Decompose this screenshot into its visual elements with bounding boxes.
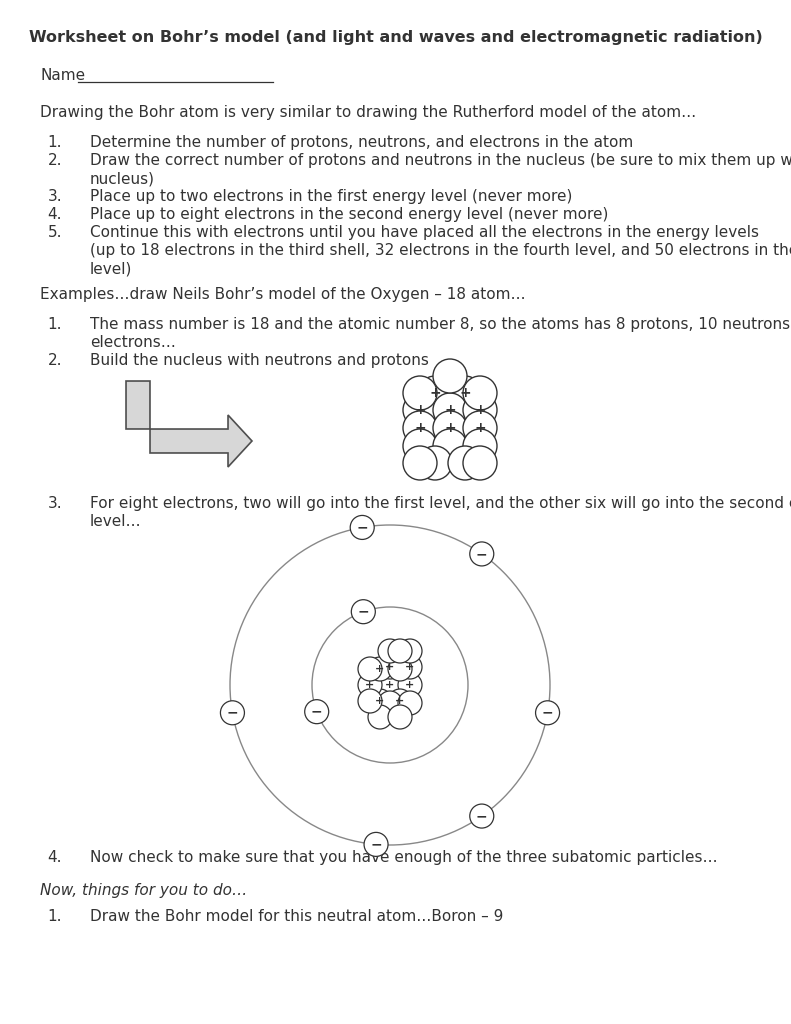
- Text: level): level): [90, 261, 132, 276]
- Circle shape: [350, 515, 374, 540]
- Circle shape: [433, 359, 467, 393]
- Circle shape: [398, 639, 422, 663]
- Circle shape: [398, 673, 422, 697]
- Circle shape: [368, 657, 392, 681]
- Text: +: +: [445, 403, 456, 417]
- Circle shape: [368, 689, 392, 713]
- Circle shape: [364, 833, 388, 856]
- Text: level…: level…: [90, 514, 142, 529]
- Circle shape: [351, 600, 375, 624]
- Circle shape: [463, 393, 497, 427]
- Text: +: +: [405, 680, 414, 690]
- Text: −: −: [370, 838, 382, 851]
- Circle shape: [358, 657, 382, 681]
- Circle shape: [403, 446, 437, 480]
- Circle shape: [433, 411, 467, 445]
- Text: +: +: [414, 403, 426, 417]
- Circle shape: [368, 705, 392, 729]
- Text: 4.: 4.: [47, 207, 62, 222]
- Text: 3.: 3.: [47, 496, 62, 511]
- Circle shape: [463, 446, 497, 480]
- Text: +: +: [385, 680, 395, 690]
- Circle shape: [358, 673, 382, 697]
- Circle shape: [378, 691, 402, 715]
- Text: Place up to two electrons in the first energy level (never more): Place up to two electrons in the first e…: [90, 189, 573, 204]
- Text: −: −: [542, 706, 554, 720]
- Circle shape: [463, 429, 497, 463]
- Text: 1.: 1.: [47, 317, 62, 332]
- Circle shape: [470, 804, 494, 828]
- Circle shape: [378, 639, 402, 663]
- Text: +: +: [396, 696, 405, 706]
- Text: +: +: [474, 403, 486, 417]
- Text: For eight electrons, two will go into the first level, and the other six will go: For eight electrons, two will go into th…: [90, 496, 791, 511]
- Text: 4.: 4.: [47, 850, 62, 865]
- Circle shape: [418, 376, 452, 410]
- Text: −: −: [476, 547, 487, 561]
- Text: Examples…draw Neils Bohr’s model of the Oxygen – 18 atom…: Examples…draw Neils Bohr’s model of the …: [40, 287, 526, 302]
- Text: +: +: [376, 664, 384, 674]
- Text: 1.: 1.: [47, 135, 62, 150]
- Text: −: −: [358, 605, 369, 618]
- Text: 2.: 2.: [47, 153, 62, 168]
- Circle shape: [403, 376, 437, 410]
- Text: 5.: 5.: [47, 225, 62, 240]
- Text: Name: Name: [40, 68, 85, 83]
- Circle shape: [305, 699, 329, 724]
- Text: −: −: [226, 706, 238, 720]
- Circle shape: [388, 639, 412, 663]
- Text: Drawing the Bohr atom is very similar to drawing the Rutherford model of the ato: Drawing the Bohr atom is very similar to…: [40, 105, 696, 120]
- Text: 1.: 1.: [47, 909, 62, 924]
- Text: +: +: [365, 680, 375, 690]
- Circle shape: [378, 673, 402, 697]
- Text: 2.: 2.: [47, 353, 62, 368]
- Text: 3.: 3.: [47, 189, 62, 204]
- Circle shape: [398, 655, 422, 679]
- Text: Determine the number of protons, neutrons, and electrons in the atom: Determine the number of protons, neutron…: [90, 135, 634, 150]
- Circle shape: [358, 689, 382, 713]
- Text: +: +: [376, 696, 384, 706]
- Text: (up to 18 electrons in the third shell, 32 electrons in the fourth level, and 50: (up to 18 electrons in the third shell, …: [90, 243, 791, 258]
- Circle shape: [418, 446, 452, 480]
- Text: nucleus): nucleus): [90, 171, 155, 186]
- Circle shape: [403, 429, 437, 463]
- Circle shape: [463, 376, 497, 410]
- Text: +: +: [445, 421, 456, 435]
- Circle shape: [463, 411, 497, 445]
- Text: Draw the Bohr model for this neutral atom…Boron – 9: Draw the Bohr model for this neutral ato…: [90, 909, 503, 924]
- Text: +: +: [385, 662, 395, 672]
- Circle shape: [403, 411, 437, 445]
- Circle shape: [388, 689, 412, 713]
- Circle shape: [403, 393, 437, 427]
- Text: −: −: [476, 809, 487, 823]
- Text: Place up to eight electrons in the second energy level (never more): Place up to eight electrons in the secon…: [90, 207, 608, 222]
- Text: +: +: [474, 421, 486, 435]
- Text: Build the nucleus with neutrons and protons: Build the nucleus with neutrons and prot…: [90, 353, 429, 368]
- Text: −: −: [311, 705, 323, 719]
- Circle shape: [433, 393, 467, 427]
- Text: +: +: [405, 662, 414, 672]
- Text: Now check to make sure that you have enough of the three subatomic particles…: Now check to make sure that you have eno…: [90, 850, 717, 865]
- PathPatch shape: [126, 381, 252, 467]
- Text: −: −: [357, 520, 368, 535]
- Circle shape: [448, 446, 482, 480]
- Circle shape: [378, 655, 402, 679]
- Text: +: +: [460, 386, 471, 400]
- Circle shape: [388, 657, 412, 681]
- Circle shape: [470, 542, 494, 566]
- Text: Now, things for you to do…: Now, things for you to do…: [40, 883, 248, 898]
- Circle shape: [433, 429, 467, 463]
- Circle shape: [221, 700, 244, 725]
- Text: The mass number is 18 and the atomic number 8, so the atoms has 8 protons, 10 ne: The mass number is 18 and the atomic num…: [90, 317, 791, 332]
- Circle shape: [536, 700, 559, 725]
- Circle shape: [398, 691, 422, 715]
- Text: +: +: [414, 421, 426, 435]
- Text: Continue this with electrons until you have placed all the electrons in the ener: Continue this with electrons until you h…: [90, 225, 759, 240]
- Circle shape: [448, 376, 482, 410]
- Text: Worksheet on Bohr’s model (and light and waves and electromagnetic radiation): Worksheet on Bohr’s model (and light and…: [28, 30, 763, 45]
- Text: electrons…: electrons…: [90, 335, 176, 350]
- Circle shape: [388, 705, 412, 729]
- Text: Draw the correct number of protons and neutrons in the nucleus (be sure to mix t: Draw the correct number of protons and n…: [90, 153, 791, 168]
- Text: +: +: [430, 386, 441, 400]
